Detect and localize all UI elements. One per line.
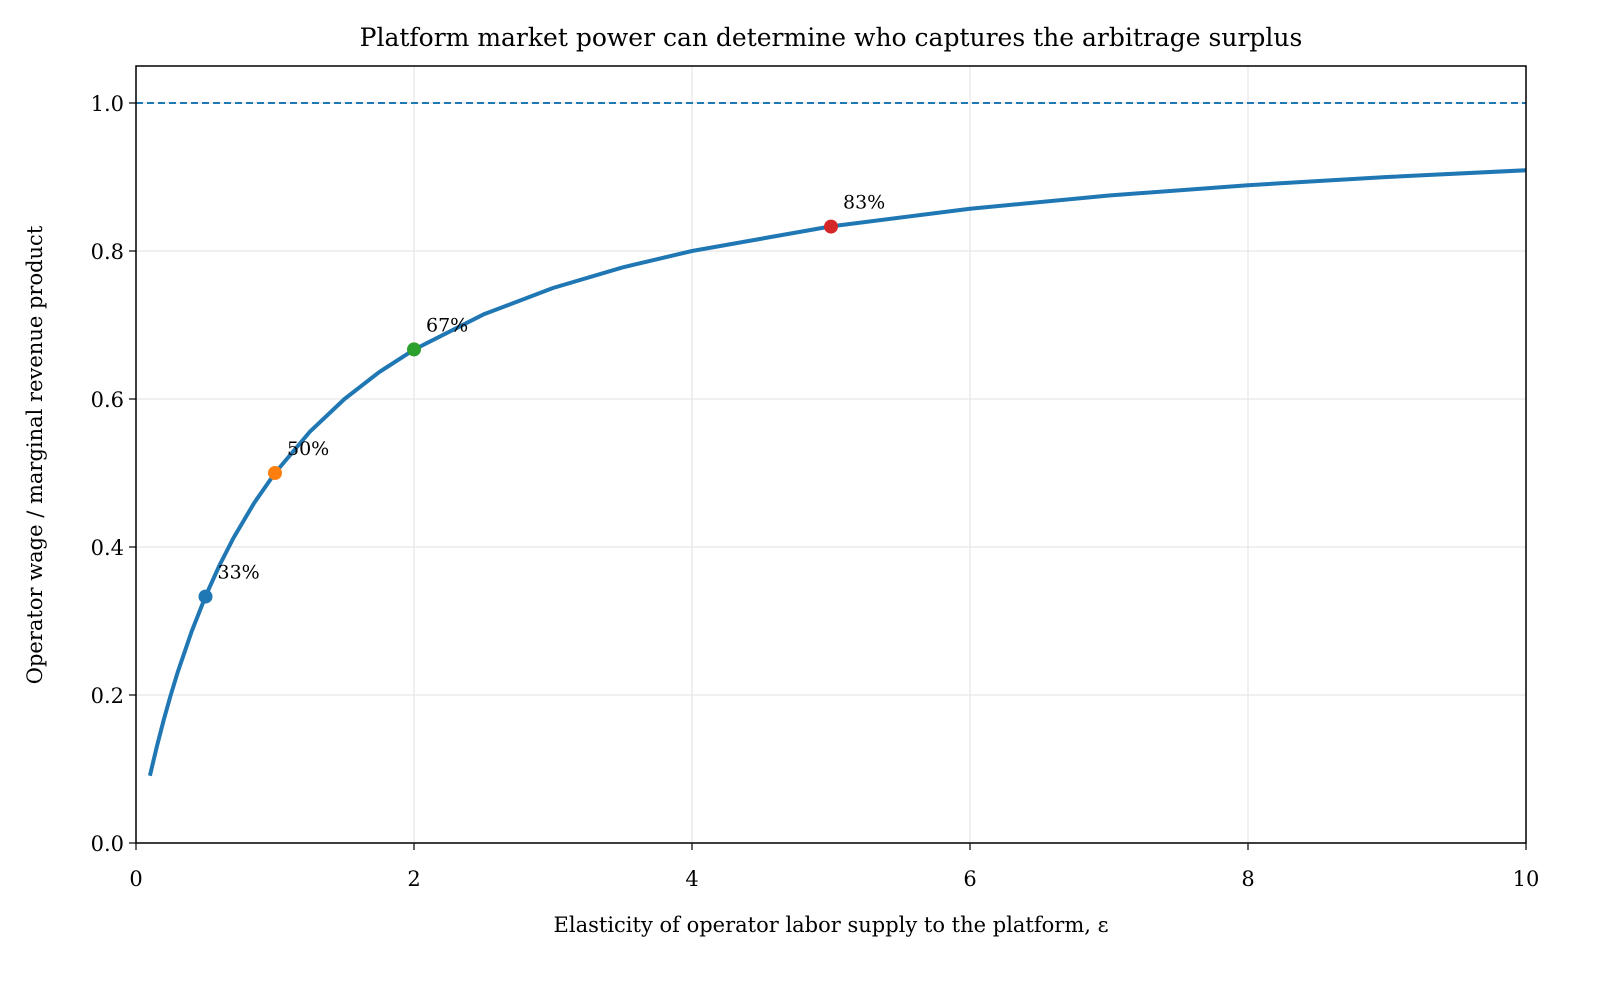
y-tick-label: 0.0 [91, 832, 124, 856]
chart-title: Platform market power can determine who … [360, 23, 1303, 52]
y-axis-label: Operator wage / marginal revenue product [23, 225, 47, 684]
x-tick-label: 6 [963, 867, 976, 891]
x-tick-label: 4 [685, 867, 698, 891]
y-tick-label: 0.2 [91, 684, 124, 708]
point [407, 342, 421, 357]
x-axis-label: Elasticity of operator labor supply to t… [554, 913, 1109, 937]
data-label: 50% [287, 438, 329, 460]
x-tick-label: 10 [1513, 867, 1540, 891]
point [268, 466, 282, 480]
y-tick-label: 0.6 [91, 388, 124, 412]
curve [147, 168, 1527, 777]
plot-frame [135, 65, 1527, 844]
point [824, 219, 838, 234]
x-tick-label: 2 [407, 867, 420, 891]
y-tick-label: 1.0 [91, 92, 124, 116]
y-tick-label: 0.8 [91, 240, 124, 264]
x-tick-label: 8 [1241, 867, 1254, 891]
data-label: 33% [218, 562, 260, 584]
y-tick-label: 0.4 [91, 536, 124, 560]
point [198, 589, 213, 604]
data-label: 67% [426, 314, 468, 336]
data-label: 83% [843, 192, 885, 214]
x-tick-label: 0 [129, 867, 142, 891]
